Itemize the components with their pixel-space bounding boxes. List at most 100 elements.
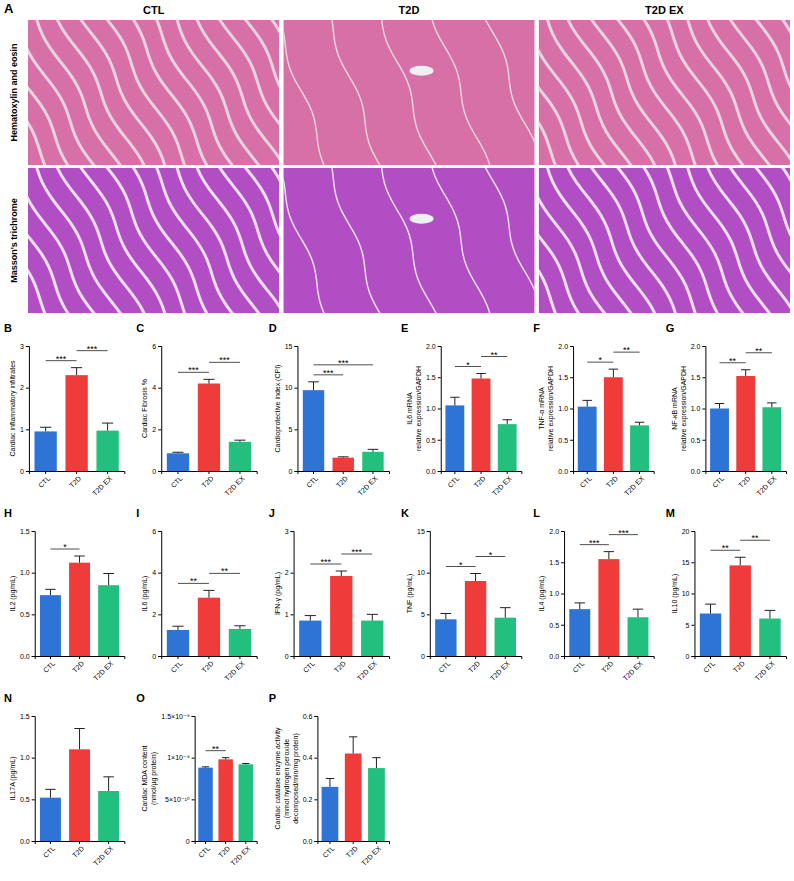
tick-label: 1×10⁻⁹	[167, 754, 189, 761]
tick-label: CTL	[169, 475, 183, 489]
panel: B0123CTLT2DT2D EXCardiac inflammatory in…	[4, 322, 125, 497]
tick: T2D	[71, 841, 85, 859]
tick-label: 0.0	[558, 468, 568, 475]
axis-line	[158, 532, 162, 657]
error-stem	[579, 603, 580, 609]
tick-mark	[691, 656, 694, 657]
error-cap	[202, 766, 209, 767]
axis-title-line: IL10 (pg/mL)	[671, 574, 679, 614]
error-stem	[376, 758, 377, 768]
tick: 0.5	[20, 796, 35, 803]
tick: 0.0	[20, 838, 35, 845]
tick: T2D	[200, 471, 214, 489]
error-stem	[208, 379, 209, 383]
tick-label: T2D	[600, 660, 614, 674]
tick-mark	[438, 440, 441, 441]
tissue-gap	[242, 20, 280, 165]
tick-mark	[50, 656, 51, 659]
x-axis: CTLT2DT2D EX	[29, 471, 124, 497]
tick-mark	[79, 841, 80, 844]
error-bar	[372, 758, 380, 768]
row-header: Masson's trichrome	[9, 198, 19, 283]
tick: 15	[417, 528, 430, 535]
bar	[218, 759, 232, 841]
bar	[368, 768, 385, 841]
axis-title-line: Cardiac catalase enzyme activity	[274, 727, 282, 829]
axis-line	[318, 842, 390, 845]
tissue-gap	[283, 168, 326, 313]
error-bar	[172, 626, 183, 630]
tick-mark	[32, 799, 35, 800]
x-axis: CTLT2DT2D EX	[298, 471, 390, 497]
tick-mark	[32, 716, 35, 717]
bar	[498, 424, 517, 471]
tick: T2D EX	[621, 656, 644, 682]
error-cap	[609, 369, 618, 370]
error-stem	[505, 608, 506, 618]
tick-mark	[32, 531, 35, 532]
axis-title-line: Cardiac Fibrosis %	[141, 379, 148, 438]
tissue-gap	[155, 20, 236, 165]
tissue-gap	[483, 20, 535, 165]
tick-label: T2D EX	[229, 845, 252, 868]
tick: T2D	[605, 471, 619, 489]
bar	[303, 390, 324, 471]
tick: 1.0	[20, 569, 35, 576]
axis-title-line: IFN-γ (pg/mL)	[274, 572, 282, 615]
tissue-gap	[566, 20, 657, 165]
tick-label: CTL	[571, 660, 585, 674]
tick-label: T2D	[467, 660, 481, 674]
bar	[435, 619, 456, 656]
tick-label: 1.0	[20, 754, 30, 761]
tissue-gap	[666, 168, 747, 313]
tick-mark	[691, 594, 694, 595]
tick: 0.0	[558, 468, 573, 475]
bar	[700, 614, 721, 657]
tick-label: CTL	[305, 475, 319, 489]
error-bar	[74, 556, 84, 563]
error-bar	[308, 382, 319, 390]
tick: 0.2	[303, 796, 318, 803]
bar	[598, 559, 619, 656]
bars	[435, 574, 516, 657]
tissue-gap	[483, 168, 535, 313]
error-cap	[40, 427, 51, 428]
tick-mark	[107, 471, 108, 474]
tissue-gap	[155, 168, 236, 313]
tick: T2D	[335, 471, 349, 489]
tick-mark	[108, 656, 109, 659]
tick-label: T2D	[200, 475, 214, 489]
tick-label: 10	[285, 384, 293, 391]
axis-line	[574, 472, 655, 475]
tick-mark	[294, 471, 297, 472]
tick: 3	[285, 528, 294, 535]
error-bar	[103, 777, 113, 791]
tick-mark	[192, 758, 195, 759]
tick: 6	[152, 343, 161, 350]
x-axis: CTLT2DT2D EX	[294, 656, 389, 682]
tick-label: T2D	[345, 845, 359, 859]
tick: 0.0	[426, 468, 441, 475]
tick: 0	[20, 468, 29, 475]
tick: 1.0	[558, 405, 573, 412]
bar	[330, 576, 352, 656]
tick: 0.5	[20, 611, 35, 618]
error-stem	[481, 374, 482, 379]
tissue-gap	[539, 20, 582, 165]
error-stem	[208, 590, 209, 597]
tick-mark	[745, 471, 746, 474]
bar	[34, 431, 56, 471]
tick-label: 1.0	[549, 590, 559, 597]
axis-line	[158, 347, 162, 472]
axis-title: Cardiac inflammatory infiltrates	[9, 360, 17, 457]
axis-title-line: relative expression/GAPDH	[415, 366, 423, 451]
error-cap	[368, 449, 379, 450]
tick-mark	[427, 531, 430, 532]
tick-label: 2.0	[691, 343, 701, 350]
tick-mark	[587, 471, 588, 474]
tick-label: T2D	[217, 845, 231, 859]
error-bar	[502, 420, 511, 424]
significance-label: ***	[589, 538, 600, 548]
panel-letter: C	[136, 322, 144, 334]
tick: 6	[152, 528, 161, 535]
